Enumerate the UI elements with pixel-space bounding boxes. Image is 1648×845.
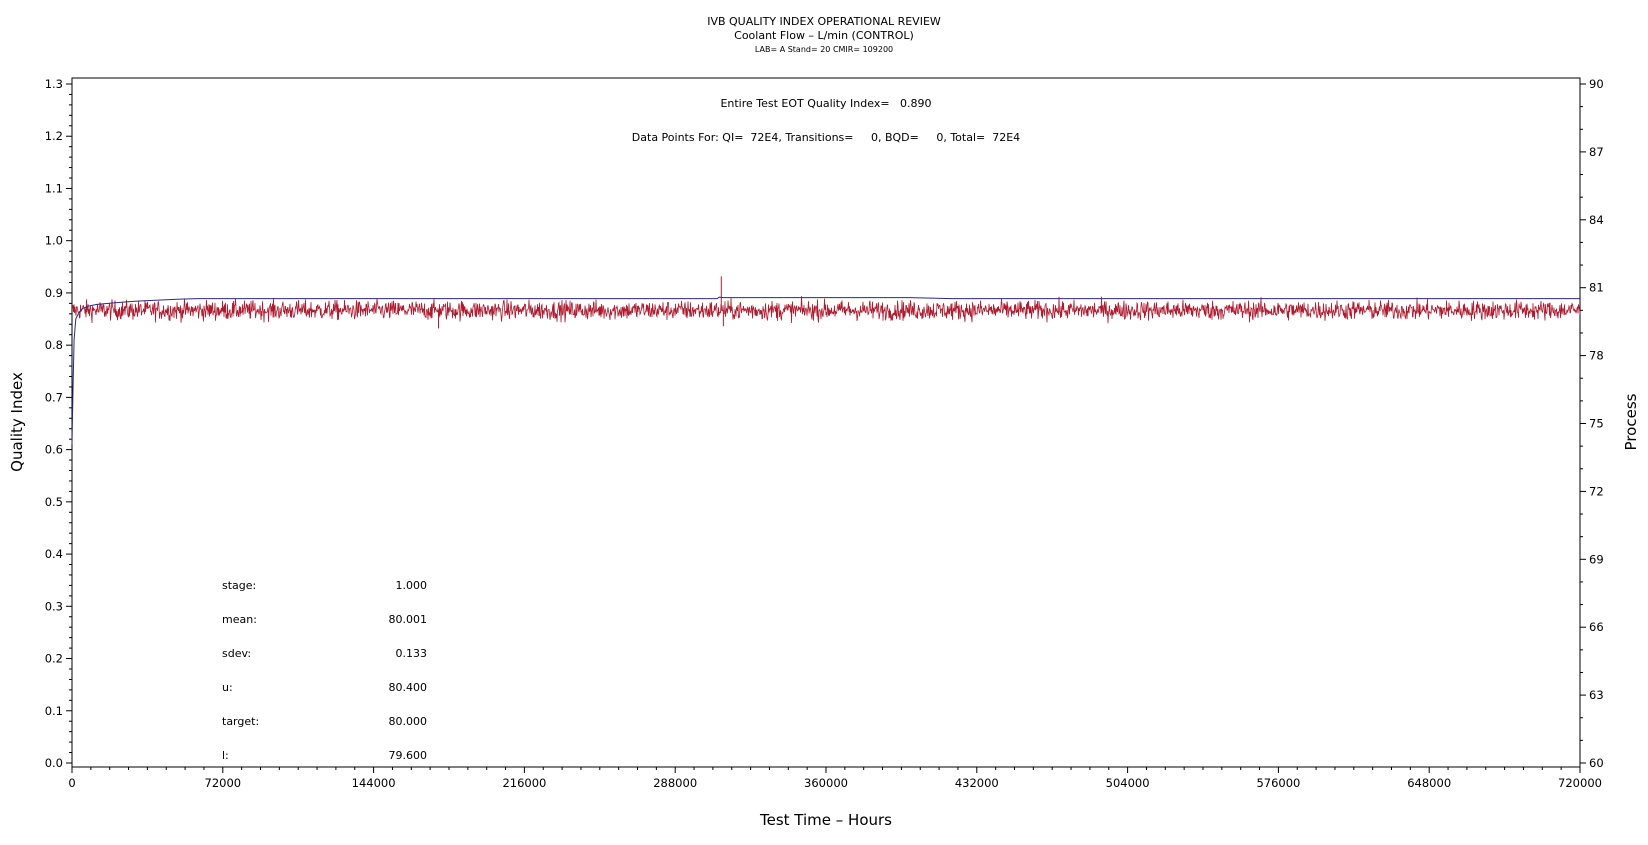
- stat-value: 1.000: [396, 579, 428, 592]
- x-tick-label: 504000: [1106, 776, 1150, 790]
- x-tick-label: 576000: [1256, 776, 1300, 790]
- left-tick-label: 1.0: [45, 234, 63, 248]
- stat-value: 79.600: [389, 749, 428, 762]
- y-axis-right-label: Process: [1622, 393, 1640, 450]
- x-tick-label: 360000: [804, 776, 848, 790]
- right-tick-label: 60: [1589, 756, 1604, 770]
- left-tick-label: 0.8: [45, 338, 63, 352]
- x-tick-label: 216000: [502, 776, 546, 790]
- left-tick-label: 0.9: [45, 286, 63, 300]
- left-tick-label: 0.5: [45, 495, 63, 509]
- chart-title: IVB QUALITY INDEX OPERATIONAL REVIEW: [707, 15, 941, 28]
- x-tick-label: 648000: [1407, 776, 1451, 790]
- x-tick-label: 144000: [352, 776, 396, 790]
- right-tick-label: 84: [1589, 213, 1604, 227]
- right-tick-label: 66: [1589, 620, 1604, 634]
- left-axis: 0.0 0.1 0.2 0.3 0.4 0.5 0.6 0.7 0.8 0.9 1.0 1.1 1.2 1…: [45, 77, 72, 770]
- left-tick-label: 1.3: [45, 77, 63, 91]
- x-tick-label: 72000: [205, 776, 242, 790]
- x-tick-label: 0: [68, 776, 75, 790]
- right-tick-label: 87: [1589, 145, 1604, 159]
- stat-value: 80.400: [389, 681, 428, 694]
- stat-label: stage:: [222, 579, 256, 592]
- left-tick-label: 0.4: [45, 547, 63, 561]
- left-tick-label: 1.1: [45, 181, 63, 195]
- stat-label: u:: [222, 681, 233, 694]
- right-tick-label: 78: [1589, 349, 1604, 363]
- left-tick-label: 0.2: [45, 652, 63, 666]
- left-tick-label: 0.7: [45, 390, 63, 404]
- stat-label: target:: [222, 715, 259, 728]
- right-tick-label: 90: [1589, 77, 1604, 91]
- stat-label: l:: [222, 749, 229, 762]
- right-tick-label: 63: [1589, 688, 1604, 702]
- right-tick-label: 75: [1589, 417, 1604, 431]
- left-tick-label: 0.6: [45, 443, 63, 457]
- stat-value: 0.133: [396, 647, 428, 660]
- stat-label: mean:: [222, 613, 257, 626]
- left-tick-label: 0.0: [45, 756, 63, 770]
- stats-panel: stage: 1.000 mean: 80.001 sdev: 0.133 u: 80.400…: [222, 579, 427, 762]
- data-points-annotation: Data Points For: QI= 72E4, Transitions= …: [632, 131, 1020, 144]
- left-tick-label: 0.3: [45, 599, 63, 613]
- x-tick-label: 720000: [1558, 776, 1602, 790]
- left-tick-label: 0.1: [45, 704, 63, 718]
- chart-subtitle-2: LAB= A Stand= 20 CMIR= 109200: [755, 45, 893, 54]
- x-axis: 0 72000 144000 216000 288000 360000 432000 5040…: [68, 767, 1602, 790]
- right-tick-label: 69: [1589, 552, 1604, 566]
- quality-index-series-group: [71, 296, 1580, 445]
- x-tick-label: 288000: [653, 776, 697, 790]
- chart-subtitle: Coolant Flow – L/min (CONTROL): [734, 29, 914, 42]
- right-axis: 60 63 66 69 72 75 78 81 84 87 90: [1580, 77, 1604, 770]
- right-tick-label: 81: [1589, 281, 1604, 295]
- right-tick-label: 72: [1589, 484, 1604, 498]
- quality-index-annotation: Entire Test EOT Quality Index= 0.890: [720, 97, 931, 110]
- left-tick-label: 1.2: [45, 129, 63, 143]
- y-axis-left-label: Quality Index: [8, 372, 26, 472]
- stat-label: sdev:: [222, 647, 251, 660]
- process-series-line: [71, 296, 1581, 324]
- x-axis-label: Test Time – Hours: [759, 811, 892, 829]
- stat-value: 80.000: [389, 715, 428, 728]
- stat-value: 80.001: [389, 613, 428, 626]
- plot-frame: [71, 77, 1581, 768]
- quality-index-series-line: [71, 296, 1580, 445]
- x-tick-label: 432000: [955, 776, 999, 790]
- process-series-group: [71, 276, 1581, 329]
